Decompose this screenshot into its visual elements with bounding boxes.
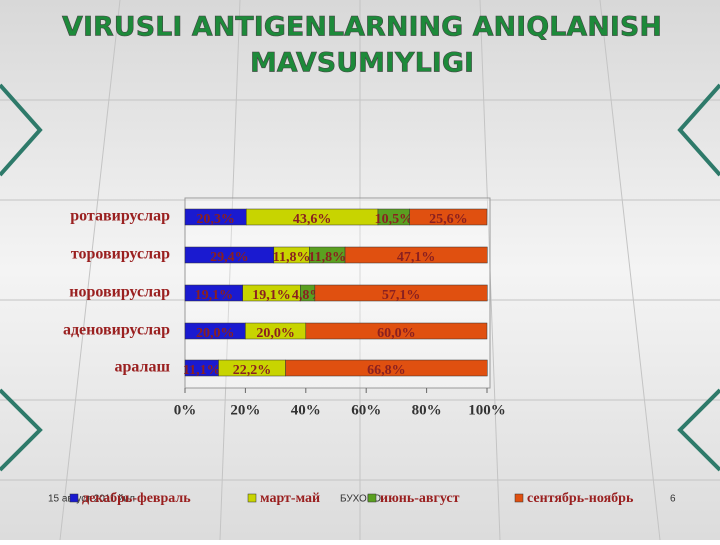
data-label: 11,8% [308,250,346,265]
legend-label: июнь-август [380,491,460,506]
decor-lines [0,83,720,472]
x-tick-label: 60% [351,402,381,418]
title-line: MAVSUMIYLIGI [250,48,474,79]
data-label: 47,1% [397,250,436,265]
category-label: аралаш [114,359,170,376]
data-label: 66,8% [367,363,406,378]
data-label: 10,5% [375,212,414,227]
bar-segment [314,284,488,302]
bar-segment [285,359,488,377]
bar-segment [409,208,488,226]
legend-label: сентябрь-ноябрь [527,491,634,506]
data-label: 43,6% [293,212,332,227]
legend-label: декабрь-февраль [82,491,191,506]
category-label: ротавируслар [70,208,170,225]
legend-label: март-май [260,491,320,506]
footer-date: 15 август 2011 йил [48,494,135,505]
data-label: 60,0% [377,326,416,341]
data-label: 22,2% [233,363,272,378]
x-tick-label: 20% [230,402,260,418]
footer-place: БУХОРО [340,494,381,505]
data-label: 29,4% [210,250,249,265]
legend-swatch [247,493,257,503]
category-label: аденовируслар [63,322,170,339]
data-label: 11,8% [273,250,311,265]
data-label: 20,3% [196,212,235,227]
x-tick-label: 0% [174,402,197,418]
data-label: 19,1% [195,288,234,303]
legend-swatch [367,493,377,503]
data-label: 57,1% [382,288,421,303]
title-line: VIRUSLI ANTIGENLARNING ANIQLANISH [62,12,662,43]
data-label: 25,6% [429,212,468,227]
category-label: торовируслар [71,246,170,263]
x-tick-label: 100% [468,402,506,418]
page-number: 6 [670,494,676,505]
bar-segment [344,246,488,264]
bar-segment [305,322,488,340]
x-tick-label: 40% [291,402,321,418]
legend-swatch [514,493,524,503]
legend-swatch [69,493,79,503]
category-label: норовируслар [69,284,170,301]
data-label: 20,0% [256,326,295,341]
data-label: 20,0% [196,326,235,341]
data-label: 11,1% [183,363,221,378]
data-label: 19,1% [252,288,291,303]
x-tick-label: 80% [412,402,442,418]
